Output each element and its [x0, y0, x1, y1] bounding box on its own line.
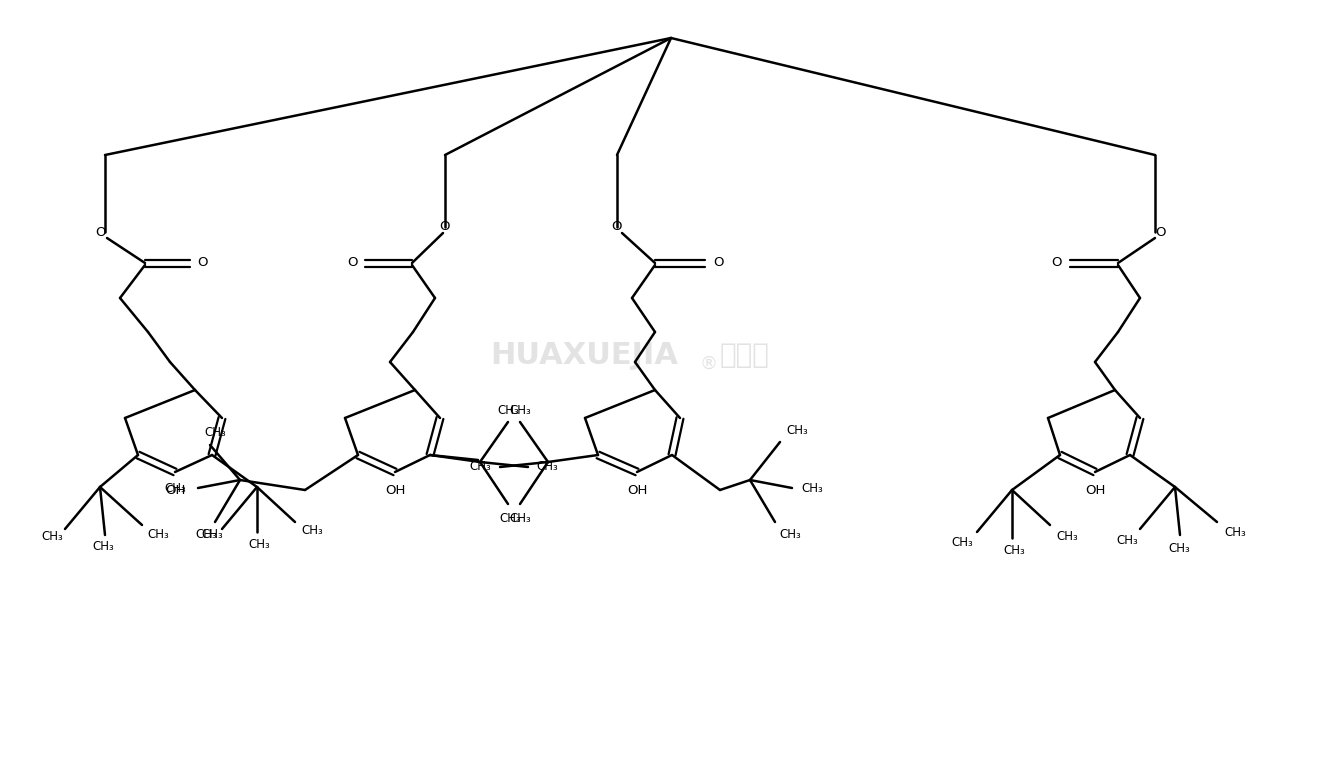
Text: CH₃: CH₃	[786, 424, 808, 436]
Text: 化学加: 化学加	[721, 341, 770, 369]
Text: CH₃: CH₃	[1224, 527, 1245, 540]
Text: CH₃: CH₃	[497, 404, 519, 417]
Text: ®: ®	[701, 355, 718, 373]
Text: CH₃: CH₃	[42, 531, 63, 543]
Text: CH₃: CH₃	[204, 426, 225, 439]
Text: CH₃: CH₃	[201, 528, 223, 541]
Text: O: O	[1052, 257, 1063, 269]
Text: CH₃: CH₃	[1056, 531, 1078, 543]
Text: CH₃: CH₃	[93, 540, 114, 553]
Text: CH₃: CH₃	[470, 461, 491, 474]
Text: CH₃: CH₃	[951, 536, 973, 549]
Text: CH₃: CH₃	[1117, 534, 1138, 546]
Text: CH₃: CH₃	[1002, 544, 1025, 558]
Text: O: O	[713, 257, 723, 269]
Text: O: O	[348, 257, 358, 269]
Text: CH₃: CH₃	[301, 524, 323, 537]
Text: O: O	[440, 221, 451, 234]
Text: CH₃: CH₃	[195, 528, 217, 541]
Text: OH: OH	[385, 483, 405, 496]
Text: CH₃: CH₃	[148, 528, 169, 540]
Text: OH: OH	[165, 483, 185, 496]
Text: HUAXUEJIA: HUAXUEJIA	[490, 341, 678, 370]
Text: OH: OH	[627, 483, 647, 496]
Text: CH₃: CH₃	[164, 481, 187, 495]
Text: OH: OH	[1084, 483, 1106, 496]
Text: CH₃: CH₃	[535, 461, 558, 474]
Text: O: O	[612, 221, 623, 234]
Text: CH₃: CH₃	[499, 512, 521, 524]
Text: CH₃: CH₃	[509, 512, 531, 524]
Text: O: O	[1154, 225, 1165, 238]
Text: CH₃: CH₃	[1168, 543, 1190, 556]
Text: CH₃: CH₃	[801, 481, 823, 495]
Text: CH₃: CH₃	[509, 404, 531, 417]
Text: O: O	[95, 225, 105, 238]
Text: CH₃: CH₃	[780, 528, 801, 541]
Text: CH₃: CH₃	[248, 537, 270, 550]
Text: O: O	[197, 257, 207, 269]
